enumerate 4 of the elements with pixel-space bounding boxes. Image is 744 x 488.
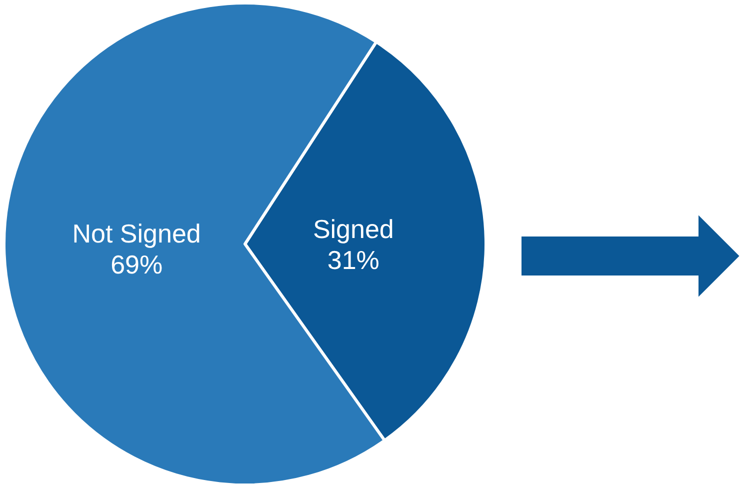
slice-label: Not Signed (72, 218, 201, 248)
slice-label: Signed (312, 214, 394, 244)
data-label: 69% (110, 250, 163, 280)
data-label: 31% (327, 245, 380, 276)
